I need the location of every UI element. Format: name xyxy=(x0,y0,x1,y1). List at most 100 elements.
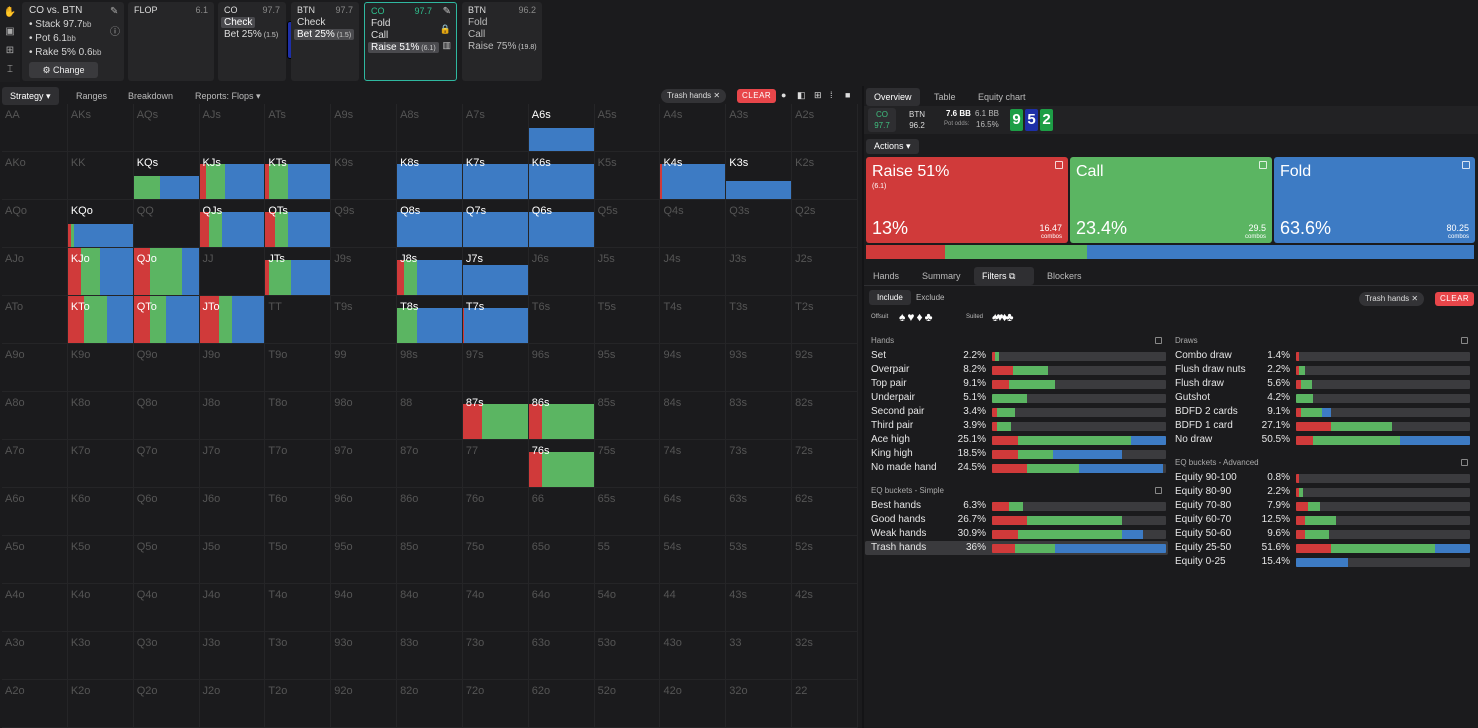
hand-cell[interactable]: 72o xyxy=(462,680,529,728)
action-box-raise[interactable]: Raise 51% (6.1) 13% 16.47 combos xyxy=(866,157,1068,243)
filter-row[interactable]: King high 18.5% xyxy=(865,447,1168,461)
filter-row[interactable]: Flush draw 5.6% xyxy=(1169,377,1472,391)
hand-cell[interactable]: 87o xyxy=(397,440,463,488)
hand-cell[interactable]: A5s xyxy=(594,104,661,152)
hand-cell[interactable]: A8o xyxy=(2,392,68,440)
flop-panel[interactable]: FLOP 6.1 952 xyxy=(128,2,333,81)
hand-cell[interactable]: 95o xyxy=(331,536,398,584)
hand-cell[interactable]: A9s xyxy=(331,104,398,152)
hand-cell[interactable]: 84s xyxy=(660,392,727,440)
hand-cell[interactable]: 52s xyxy=(792,536,858,584)
hand-cell[interactable]: 73s xyxy=(726,440,793,488)
filter-row[interactable]: Combo draw 1.4% xyxy=(1169,349,1472,363)
history-action[interactable]: Call xyxy=(465,29,488,40)
hand-cell[interactable]: K3o xyxy=(67,632,134,680)
hand-cell[interactable]: KTo xyxy=(67,296,134,344)
hand-cell[interactable]: J7s xyxy=(462,248,529,296)
pane-divider[interactable] xyxy=(862,86,864,728)
columns-icon[interactable]: ▥ xyxy=(442,40,451,50)
hand-cell[interactable]: J7o xyxy=(199,440,266,488)
hand-cell[interactable]: K4o xyxy=(67,584,134,632)
filter-row[interactable]: Equity 60-70 12.5% xyxy=(1169,513,1472,527)
hand-cell[interactable]: K9o xyxy=(67,344,134,392)
filter-row[interactable]: No draw 50.5% xyxy=(1169,433,1472,447)
save-icon[interactable]: ▣ xyxy=(5,26,15,37)
hand-cell[interactable]: 93s xyxy=(726,344,793,392)
hand-cell[interactable]: 52o xyxy=(594,680,661,728)
hand-cell[interactable]: 65o xyxy=(528,536,595,584)
hand-icon[interactable]: ✋ xyxy=(3,7,17,18)
hand-cell[interactable]: Q5o xyxy=(133,536,200,584)
hand-cell[interactable]: T5s xyxy=(594,296,661,344)
hand-cell[interactable]: ATs xyxy=(265,104,332,152)
hand-cell[interactable]: A3o xyxy=(2,632,68,680)
hand-cell[interactable]: J4s xyxy=(660,248,727,296)
hand-cell[interactable]: TT xyxy=(265,296,332,344)
hand-cell[interactable]: A4o xyxy=(2,584,68,632)
hand-cell[interactable]: Q2s xyxy=(792,200,858,248)
hand-cell[interactable]: JJ xyxy=(199,248,266,296)
hand-cell[interactable]: 96o xyxy=(331,488,398,536)
hand-cell[interactable]: QJo xyxy=(133,248,200,296)
hand-cell[interactable]: K5o xyxy=(67,536,134,584)
action-box-fold[interactable]: Fold 63.6% 80.25 combos xyxy=(1274,157,1475,243)
hand-cell[interactable]: J5s xyxy=(594,248,661,296)
hand-cell[interactable]: J9s xyxy=(331,248,398,296)
filter-chip-right[interactable]: Trash hands ✕ xyxy=(1359,292,1425,306)
edit-icon[interactable]: ✎ xyxy=(110,6,119,17)
hand-cell[interactable]: J3o xyxy=(199,632,266,680)
info-icon[interactable]: ⓘ xyxy=(110,27,120,38)
filter-row[interactable]: Weak hands 30.9% xyxy=(865,527,1168,541)
close-icon[interactable]: ✕ xyxy=(713,91,721,100)
history-action[interactable]: Fold xyxy=(465,17,490,28)
hand-cell[interactable]: Q3s xyxy=(726,200,793,248)
filter-row[interactable]: BDFD 1 card 27.1% xyxy=(1169,419,1472,433)
hand-cell[interactable]: 88 xyxy=(397,392,463,440)
hand-cell[interactable]: AJo xyxy=(2,248,68,296)
view-mode-circle-icon[interactable]: ● xyxy=(781,90,787,100)
hand-cell[interactable]: K3s xyxy=(726,152,793,200)
hand-cell[interactable]: JTo xyxy=(199,296,266,344)
hand-cell[interactable]: KJs xyxy=(199,152,266,200)
hand-cell[interactable]: AJs xyxy=(199,104,266,152)
hand-cell[interactable]: KK xyxy=(67,152,134,200)
hand-cell[interactable]: 92s xyxy=(792,344,858,392)
hand-cell[interactable]: 85o xyxy=(397,536,463,584)
hand-cell[interactable]: T3s xyxy=(726,296,793,344)
hand-cell[interactable]: K9s xyxy=(331,152,398,200)
hand-cell[interactable]: 75s xyxy=(594,440,661,488)
hand-cell[interactable]: 95s xyxy=(594,344,661,392)
hand-cell[interactable]: 54s xyxy=(660,536,727,584)
hand-cell[interactable]: T7s xyxy=(462,296,529,344)
hand-cell[interactable]: 96s xyxy=(528,344,595,392)
hand-cell[interactable]: 32o xyxy=(726,680,793,728)
hand-cell[interactable]: AQs xyxy=(133,104,200,152)
history-action[interactable]: Fold xyxy=(368,18,393,29)
filter-row[interactable]: Flush draw nuts 2.2% xyxy=(1169,363,1472,377)
hand-cell[interactable]: 64s xyxy=(660,488,727,536)
hand-cell[interactable]: J9o xyxy=(199,344,266,392)
hand-cell[interactable]: T5o xyxy=(265,536,332,584)
hand-cell[interactable]: Q2o xyxy=(133,680,200,728)
hand-cell[interactable]: A7s xyxy=(462,104,529,152)
hand-cell[interactable]: J2o xyxy=(199,680,266,728)
change-button[interactable]: ⚙ Change xyxy=(29,62,98,78)
view-mode-half-icon[interactable]: ◧ xyxy=(797,90,806,100)
filter-row[interactable]: Equity 0-25 15.4% xyxy=(1169,555,1472,569)
gamepad-icon[interactable]: ⊞ xyxy=(5,45,15,56)
hand-cell[interactable]: QTo xyxy=(133,296,200,344)
hand-cell[interactable]: A7o xyxy=(2,440,68,488)
hand-cell[interactable]: T9o xyxy=(265,344,332,392)
hand-cell[interactable]: A6s xyxy=(528,104,595,152)
hand-cell[interactable]: 64o xyxy=(528,584,595,632)
hand-cell[interactable]: KQo xyxy=(67,200,134,248)
filter-row[interactable]: Set 2.2% xyxy=(865,349,1168,363)
clear-button-right[interactable]: CLEAR xyxy=(1435,292,1475,306)
action-box-call[interactable]: Call 23.4% 29.5 combos xyxy=(1070,157,1272,243)
hand-cell[interactable]: AQo xyxy=(2,200,68,248)
hand-cell[interactable]: 76s xyxy=(528,440,595,488)
hand-cell[interactable]: A3s xyxy=(726,104,793,152)
hand-cell[interactable]: T6o xyxy=(265,488,332,536)
hand-cell[interactable]: A6o xyxy=(2,488,68,536)
hand-cell[interactable]: 76o xyxy=(462,488,529,536)
